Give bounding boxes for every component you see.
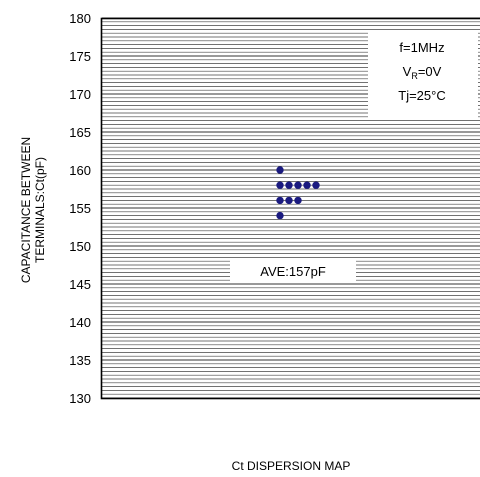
conditions-box [368, 30, 478, 120]
y-tick-label: 165 [69, 125, 91, 140]
y-tick-label: 175 [69, 49, 91, 64]
data-point [276, 166, 284, 174]
grid-lines [102, 17, 480, 399]
data-point [276, 181, 284, 189]
data-point [294, 181, 302, 189]
y-tick-label: 155 [69, 201, 91, 216]
average-label-box [230, 260, 356, 282]
x-axis-title: Ct DISPERSION MAP [232, 459, 351, 473]
data-point [276, 196, 284, 205]
condition-reverse-voltage: VR=0V [403, 64, 442, 81]
data-point [285, 181, 293, 189]
data-point [312, 181, 320, 189]
condition-frequency: f=1MHz [399, 40, 444, 55]
y-tick-label: 140 [69, 315, 91, 330]
data-point [276, 211, 284, 220]
y-tick-label: 130 [69, 391, 91, 406]
y-tick-label: 135 [69, 353, 91, 368]
y-axis-title-line2: TERMINALS:Ct(pF) [33, 157, 47, 263]
y-tick-label: 160 [69, 163, 91, 178]
y-tick-label: 170 [69, 87, 91, 102]
y-axis-ticks: 180 175 170 165 160 155 150 145 140 135 130 [69, 11, 91, 406]
y-tick-label: 150 [69, 239, 91, 254]
y-tick-label: 145 [69, 277, 91, 292]
data-points [276, 166, 320, 220]
data-point [285, 196, 293, 205]
data-point [303, 181, 311, 189]
condition-junction-temp: Tj=25°C [398, 88, 445, 103]
data-point [294, 196, 302, 205]
average-label: AVE:157pF [260, 264, 326, 279]
plot-frame [100, 17, 480, 400]
y-axis-title-line1: CAPACITANCE BETWEEN [19, 137, 33, 283]
y-tick-label: 180 [69, 11, 91, 26]
